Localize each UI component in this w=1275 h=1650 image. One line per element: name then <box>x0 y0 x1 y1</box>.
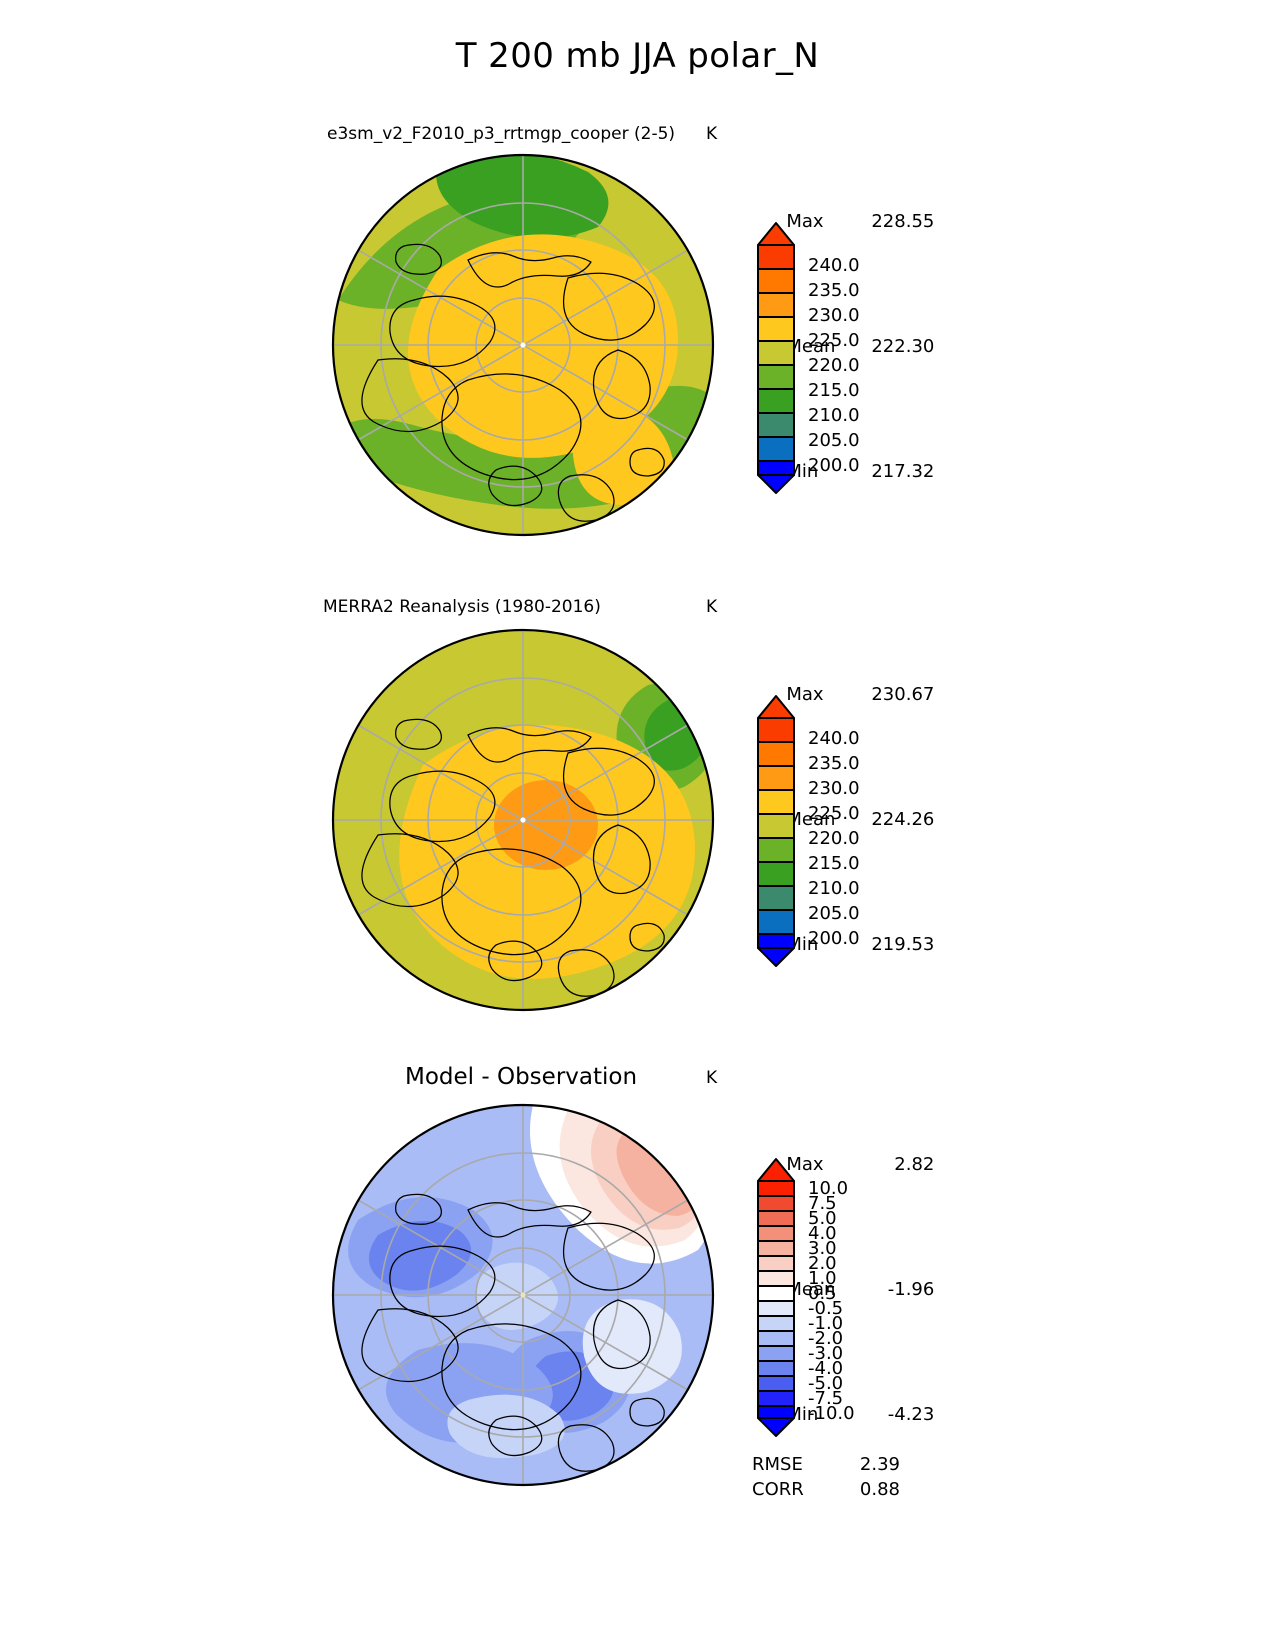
figure-title: T 200 mb JJA polar_N <box>455 36 820 76</box>
polar-map-observation <box>318 625 728 1015</box>
panel-observation-title: MERRA2 Reanalysis (1980-2016) <box>323 597 601 617</box>
panel-model-title: e3sm_v2_F2010_p3_rrtmgp_cooper (2-5) <box>327 124 676 144</box>
stat-mean: Mean -1.96 <box>786 1279 935 1300</box>
stat-corr: CORR 0.88 <box>752 1479 900 1500</box>
footer-stats: RMSE 2.39 CORR 0.88 <box>752 1452 900 1502</box>
stat-max: Max 230.67 <box>786 684 935 705</box>
panel-observation-unit: K <box>706 597 718 617</box>
polar-map-model <box>318 150 728 540</box>
panel-model-unit: K <box>706 124 718 144</box>
stat-max: Max 2.82 <box>786 1154 935 1175</box>
stat-mean: Mean 224.26 <box>786 809 935 830</box>
polar-map-difference <box>318 1100 728 1490</box>
panel-difference-unit: K <box>706 1068 718 1088</box>
stat-max: Max 228.55 <box>786 211 935 232</box>
panel-observation-stats: Max 230.67 Mean 224.26 Min 219.53 <box>752 607 934 1032</box>
stat-mean: Mean 222.30 <box>786 336 935 357</box>
panel-difference-title: Model - Observation <box>405 1064 638 1090</box>
stat-rmse: RMSE 2.39 <box>752 1454 900 1475</box>
panel-model-stats: Max 228.55 Mean 222.30 Min 217.32 <box>752 134 934 559</box>
